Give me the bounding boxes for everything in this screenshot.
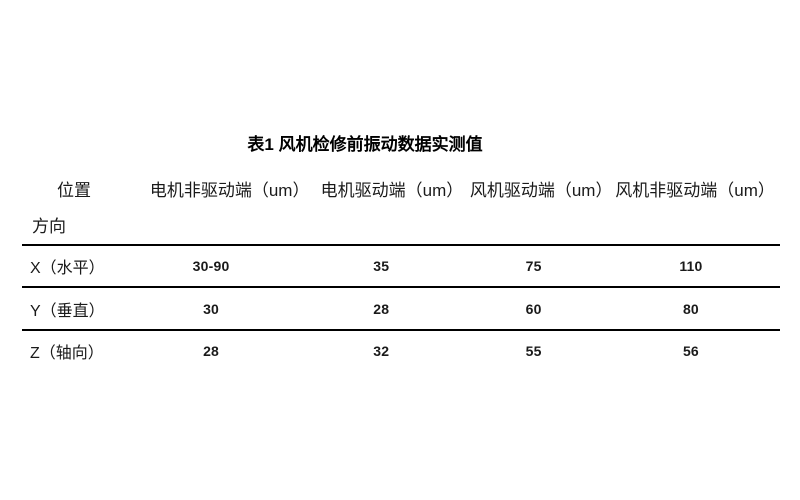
table-header: 位置 电机非驱动端（um） 电机驱动端（um） 风机驱动端（um） 风机非驱动端… (22, 172, 780, 246)
corner-label-position: 位置 (57, 181, 91, 200)
cell-z-motor-non-drive: 28 (203, 343, 220, 359)
column-header-motor-non-drive-end: 电机非驱动端（um） (149, 181, 310, 200)
cell-z-motor-drive: 32 (373, 343, 390, 359)
corner-label-direction: 方向 (32, 217, 66, 236)
row-label-z-axial: Z（轴向） (30, 345, 104, 362)
cell-x-motor-non-drive: 30-90 (192, 258, 230, 274)
table-title: 表1 风机检修前振动数据实测值 (247, 135, 483, 154)
column-header-fan-drive-end: 风机驱动端（um） (469, 181, 613, 200)
cell-y-motor-drive: 28 (373, 300, 390, 317)
table-row-y: Y（垂直） 30 28 60 80 (22, 288, 780, 331)
column-header-fan-non-drive-end: 风机非驱动端（um） (615, 181, 775, 200)
row-label-x-horizontal: X（水平） (30, 260, 105, 277)
vibration-data-table: 位置 电机非驱动端（um） 电机驱动端（um） 风机驱动端（um） 风机非驱动端… (22, 172, 780, 371)
cell-x-motor-drive: 35 (373, 258, 390, 274)
table-row-x: X（水平） 30-90 35 75 110 (22, 246, 780, 288)
cell-y-fan-drive: 60 (525, 300, 542, 317)
cell-y-fan-non-drive: 80 (682, 300, 699, 317)
cell-y-motor-non-drive: 30 (203, 300, 220, 317)
header-row-top: 位置 电机非驱动端（um） 电机驱动端（um） 风机驱动端（um） 风机非驱动端… (22, 172, 780, 205)
row-label-y-vertical: Y（垂直） (30, 302, 105, 320)
cell-z-fan-non-drive: 56 (682, 343, 699, 359)
cell-x-fan-drive: 75 (525, 258, 542, 274)
cell-x-fan-non-drive: 110 (679, 258, 703, 274)
table-row-z: Z（轴向） 28 32 55 56 (22, 331, 780, 371)
column-header-motor-drive-end: 电机驱动端（um） (320, 181, 464, 200)
cell-z-fan-drive: 55 (525, 343, 542, 359)
header-row-bottom: 方向 (22, 205, 780, 244)
